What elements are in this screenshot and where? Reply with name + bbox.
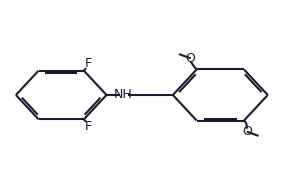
Text: F: F xyxy=(84,58,91,70)
Text: NH: NH xyxy=(114,89,133,101)
Text: F: F xyxy=(84,120,91,132)
Text: O: O xyxy=(186,52,196,65)
Text: O: O xyxy=(242,125,252,138)
